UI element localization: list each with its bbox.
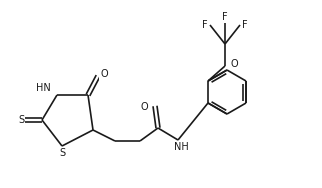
Text: O: O xyxy=(140,102,148,112)
Text: O: O xyxy=(231,59,239,69)
Text: HN: HN xyxy=(36,83,51,93)
Text: F: F xyxy=(202,20,208,30)
Text: S: S xyxy=(18,115,24,125)
Text: F: F xyxy=(242,20,248,30)
Text: NH: NH xyxy=(174,142,188,152)
Text: F: F xyxy=(222,12,228,22)
Text: S: S xyxy=(59,148,65,158)
Text: O: O xyxy=(100,69,108,79)
